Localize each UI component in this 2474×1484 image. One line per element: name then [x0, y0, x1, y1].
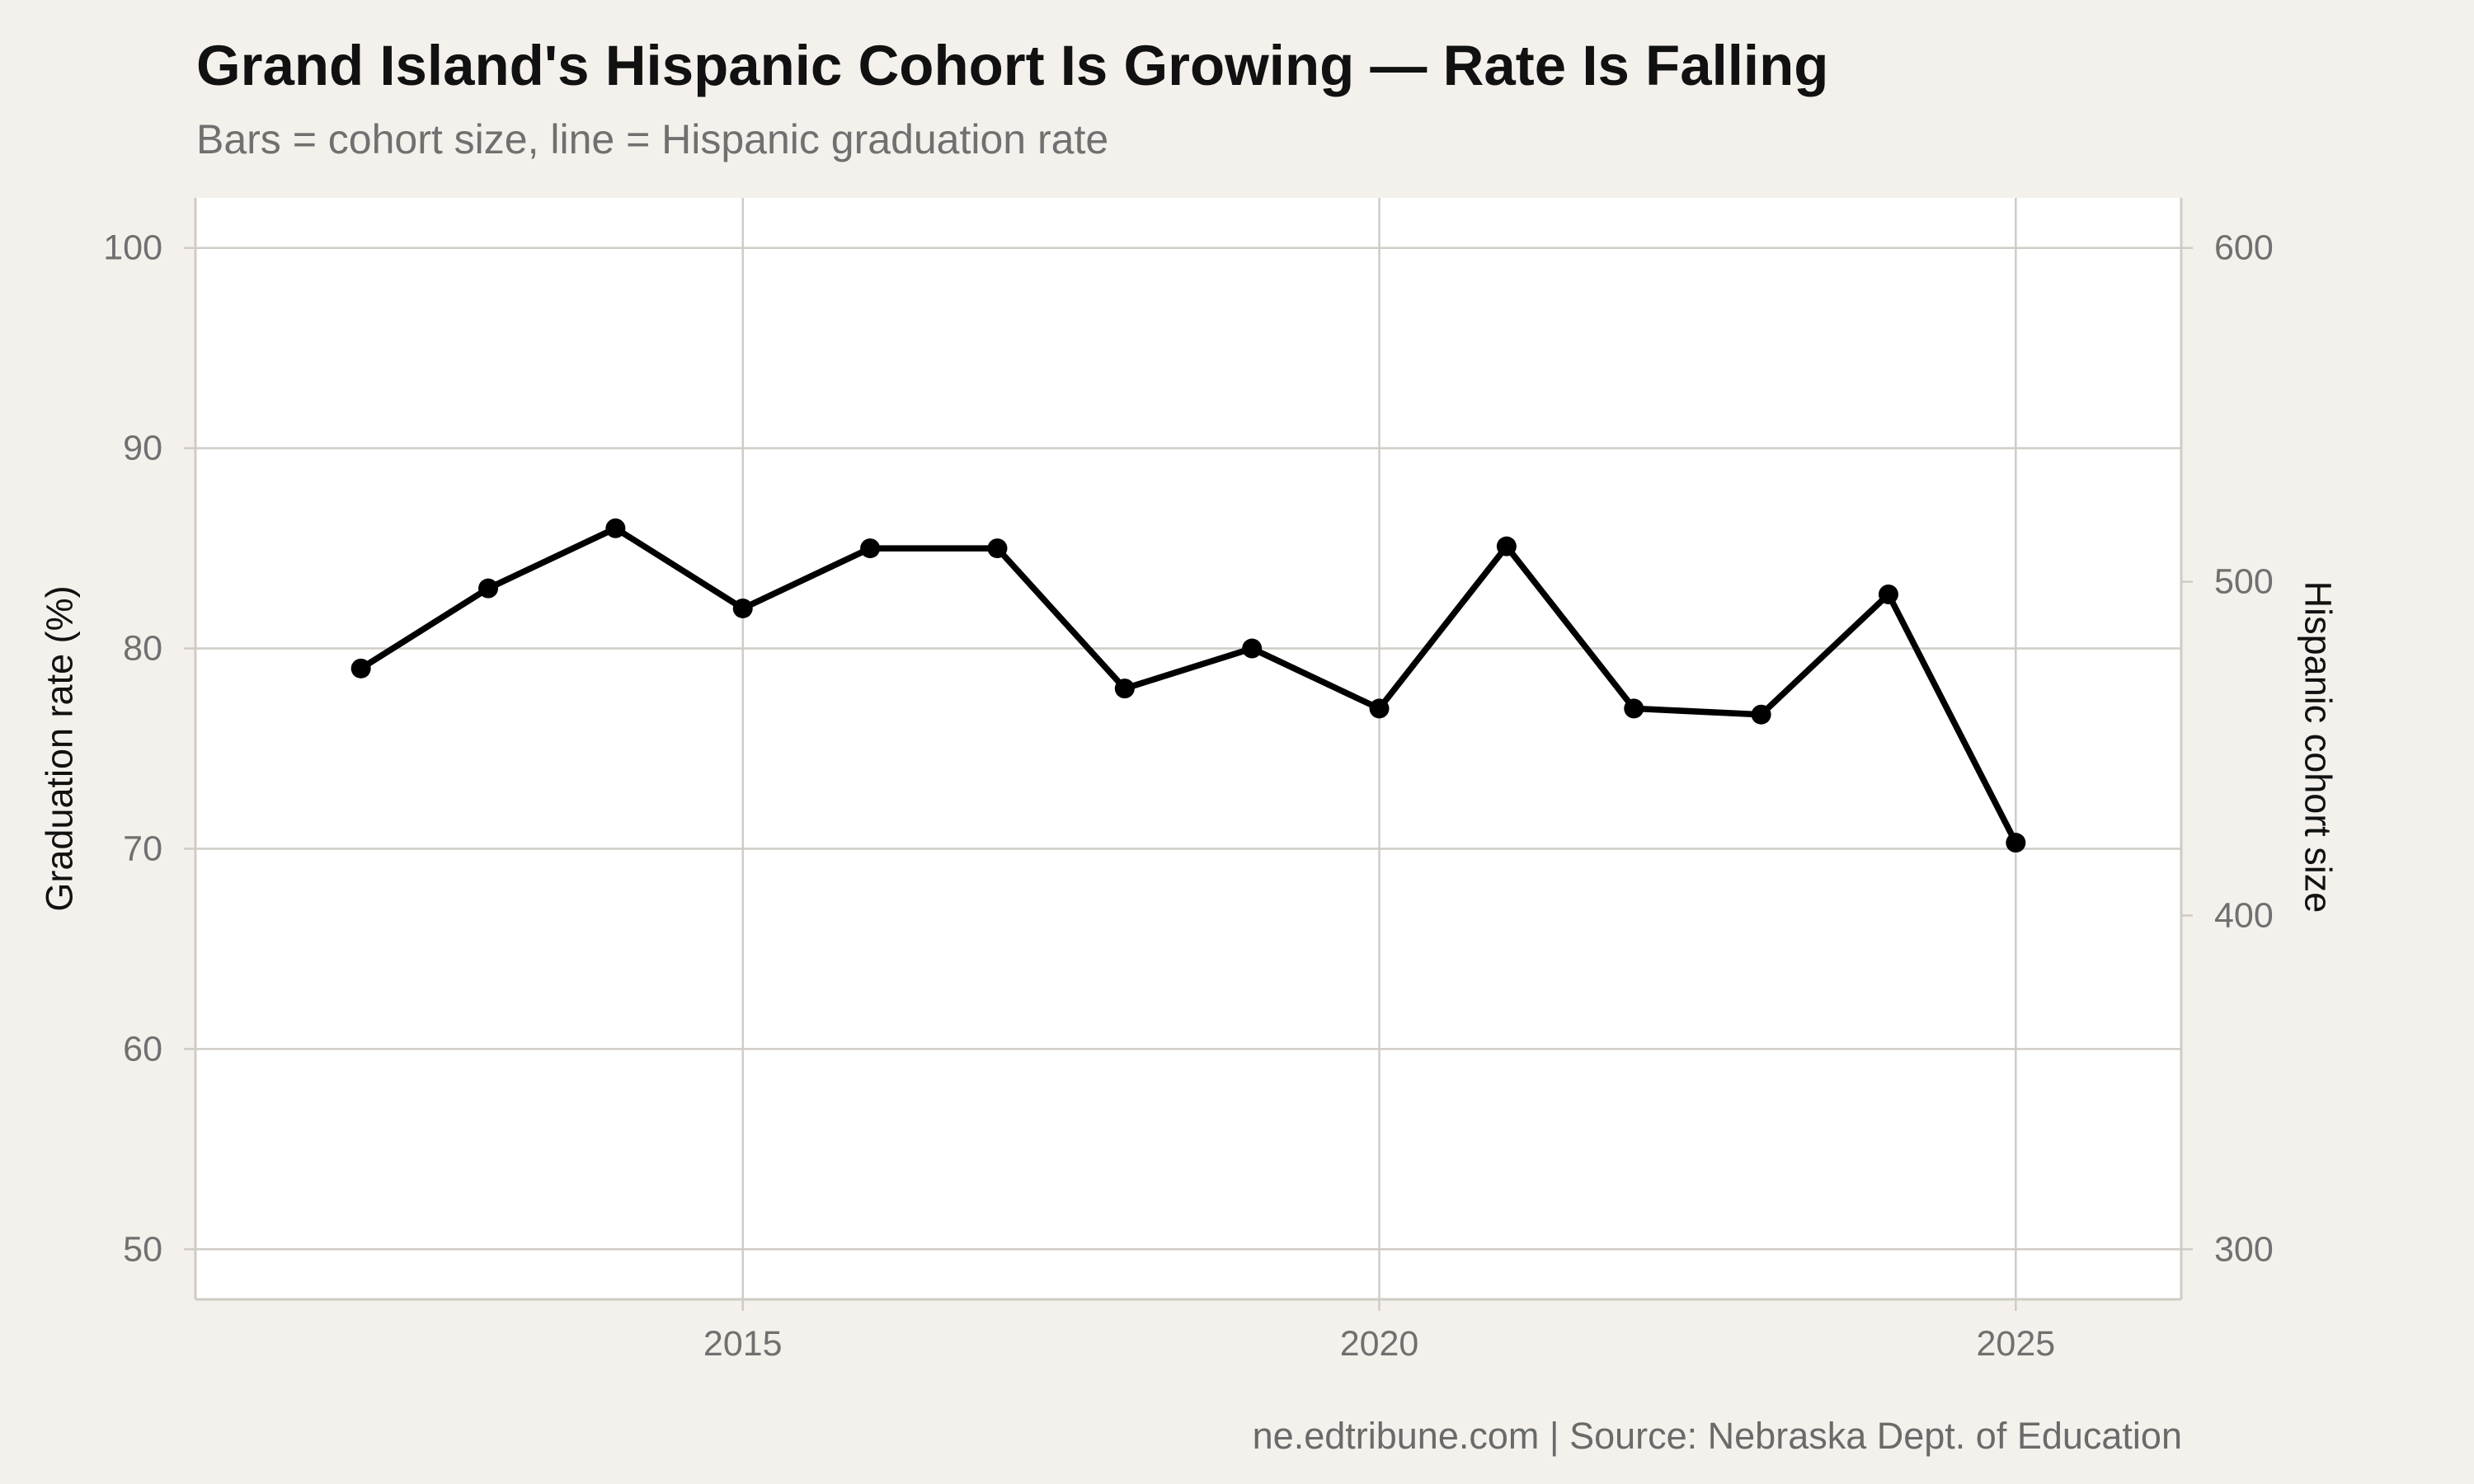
data-point-2020 — [1369, 698, 1390, 719]
chart-subtitle: Bars = cohort size, line = Hispanic grad… — [196, 116, 1109, 162]
axes — [184, 198, 2193, 1311]
x-tick-label-2025: 2025 — [1976, 1324, 2055, 1364]
data-point-2022 — [1624, 698, 1644, 719]
y-tick-label-50: 50 — [123, 1229, 162, 1269]
series-line — [357, 525, 2020, 846]
y-tick-label-80: 80 — [123, 629, 162, 669]
y-tick-label-60: 60 — [123, 1029, 162, 1068]
y2-axis-title: Hispanic cohort size — [2298, 581, 2340, 913]
y2-tick-label-500: 500 — [2214, 562, 2274, 602]
tick-labels: 50 60 70 80 90 100 300 400 500 600 2015 2020 2025 — [103, 228, 2274, 1364]
x-tick-label-2020: 2020 — [1340, 1324, 1419, 1364]
data-point-2015 — [732, 598, 753, 618]
plot-panel — [195, 198, 2181, 1299]
chart-title: Grand Island's Hispanic Cohort Is Growin… — [196, 34, 1829, 97]
y2-tick-label-600: 600 — [2214, 228, 2274, 268]
data-point-2013 — [478, 578, 499, 599]
y-tick-label-100: 100 — [103, 228, 162, 268]
data-point-2018 — [1114, 679, 1135, 699]
gridlines — [195, 198, 2181, 1299]
data-point-2014 — [605, 518, 626, 538]
data-point-2025 — [2006, 833, 2026, 853]
data-point-2024 — [1878, 584, 1898, 604]
y2-tick-label-400: 400 — [2214, 895, 2274, 935]
x-tick-label-2015: 2015 — [703, 1324, 783, 1364]
y2-tick-label-300: 300 — [2214, 1229, 2274, 1269]
data-point-2016 — [860, 538, 881, 559]
y-tick-label-70: 70 — [123, 829, 162, 868]
data-point-2012 — [350, 658, 371, 679]
data-point-2017 — [987, 538, 1008, 559]
data-point-2021 — [1496, 536, 1517, 556]
source-caption: ne.edtribune.com | Source: Nebraska Dept… — [1252, 1415, 2182, 1457]
rate-series — [350, 518, 2026, 853]
data-point-2023 — [1751, 704, 1771, 725]
data-point-2019 — [1242, 638, 1263, 659]
y-axis-title: Graduation rate (%) — [39, 585, 81, 911]
y-tick-label-90: 90 — [123, 429, 162, 468]
